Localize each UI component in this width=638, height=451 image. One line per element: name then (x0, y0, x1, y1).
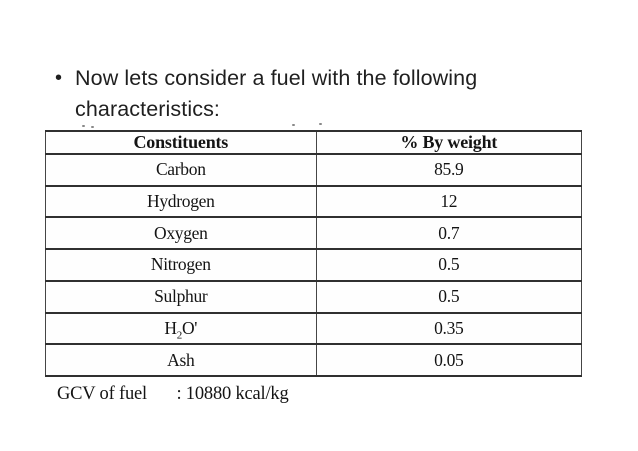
formula-subscript: 2 (176, 329, 183, 342)
constituent-cell: Hydrogen (45, 184, 317, 219)
gcv-value: : 10880 kcal/kg (176, 384, 289, 404)
table-row-sulphur: Sulphur 0.5 (45, 279, 582, 314)
table-row-ash: Ash 0.05 (45, 343, 582, 377)
bullet-marker: • (55, 67, 63, 89)
scan-artifact-dot (292, 124, 295, 126)
bullet-line-2: characteristics: (75, 97, 220, 121)
constituent-cell: Nitrogen (45, 248, 317, 282)
scan-artifact-dot (91, 126, 94, 128)
column-header-constituents: Constituents (45, 130, 317, 155)
fuel-characteristics-table: Constituents % By weight Carbon 85.9 Hyd… (45, 130, 582, 377)
constituent-cell: Oxygen (45, 216, 317, 251)
weight-cell: 0.5 (316, 279, 582, 314)
weight-cell: 0.7 (316, 216, 582, 251)
weight-cell: 12 (316, 184, 582, 219)
table-header-row: Constituents % By weight (45, 130, 582, 155)
constituent-cell: Ash (45, 343, 317, 377)
column-header-by-weight: % By weight (316, 130, 582, 155)
formula-rest: O' (181, 317, 198, 338)
constituent-cell: Sulphur (45, 279, 317, 314)
table-row-oxygen: Oxygen 0.7 (45, 216, 582, 251)
constituent-cell: H2O' (45, 311, 317, 346)
weight-cell: 85.9 (316, 153, 582, 187)
scan-artifact-dot (82, 125, 85, 127)
table-row-nitrogen: Nitrogen 0.5 (45, 248, 582, 282)
bullet-item: • Now lets consider a fuel with the foll… (55, 63, 477, 125)
bullet-line-1: Now lets consider a fuel with the follow… (75, 66, 478, 90)
table-row-carbon: Carbon 85.9 (45, 153, 582, 187)
bullet-text: Now lets consider a fuel with the follow… (75, 63, 477, 125)
formula-base: H (164, 317, 177, 338)
weight-cell: 0.5 (316, 248, 582, 282)
table-row-h2o: H2O' 0.35 (45, 311, 582, 346)
table-row-hydrogen: Hydrogen 12 (45, 184, 582, 219)
scan-artifact-dot (319, 123, 322, 125)
weight-cell: 0.05 (316, 343, 582, 377)
constituent-cell: Carbon (45, 153, 317, 187)
weight-cell: 0.35 (316, 311, 582, 346)
gcv-label: GCV of fuel (57, 384, 147, 404)
gcv-line: GCV of fuel : 10880 kcal/kg (57, 384, 289, 405)
